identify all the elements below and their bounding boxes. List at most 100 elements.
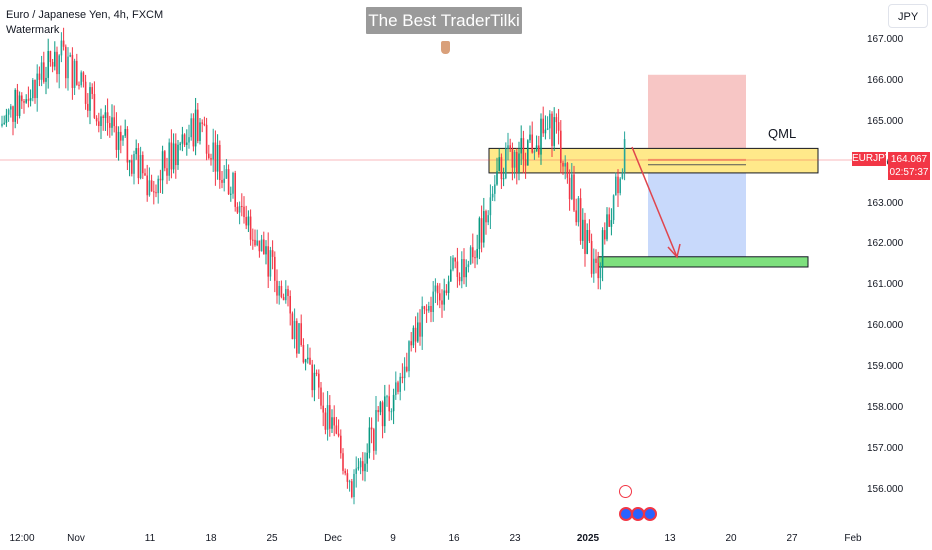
dividend-event-icon[interactable] (619, 485, 632, 498)
candle-body (392, 394, 395, 412)
candle-body (615, 176, 617, 196)
candle-body (566, 163, 569, 178)
chart-plot-area[interactable] (0, 0, 860, 530)
candle-body (93, 93, 96, 118)
candle-body (491, 193, 494, 198)
candle-body (139, 154, 142, 179)
candle-body (351, 481, 353, 498)
price-tick: 167.000 (867, 34, 904, 45)
candle-body (115, 126, 118, 150)
candle-body (289, 296, 291, 314)
candle-body (575, 210, 577, 223)
time-tick: 23 (509, 533, 521, 544)
candle-body (450, 269, 452, 282)
candle-body (494, 184, 496, 194)
candle-body (410, 341, 412, 346)
candle-body (155, 192, 157, 194)
candle-body (584, 219, 586, 254)
candle-body (181, 134, 184, 144)
candle-body (212, 142, 214, 160)
candle-body (408, 341, 410, 372)
candle-body (485, 211, 487, 223)
candle-body (353, 473, 355, 498)
candle-body (203, 123, 206, 125)
candle-body (95, 117, 98, 122)
candle-body (568, 177, 571, 200)
candle-body (113, 117, 115, 127)
candle-body (562, 162, 564, 167)
candle-body (5, 114, 8, 123)
candle-body (10, 106, 12, 110)
candle-body (291, 313, 294, 340)
candle-body (225, 169, 228, 179)
candle-body (106, 112, 109, 124)
candle-body (555, 117, 558, 123)
candle-body (122, 135, 124, 141)
candle-body (436, 285, 439, 294)
candle-body (331, 417, 333, 429)
candle-body (540, 118, 542, 155)
candle-body (161, 151, 164, 181)
candle-body (298, 323, 300, 354)
candle-body (553, 117, 555, 146)
candle-body (124, 129, 126, 136)
candle-body (307, 357, 309, 360)
candle-body (311, 364, 313, 391)
take-profit-zone (648, 164, 746, 267)
split-event-icon[interactable] (643, 507, 657, 521)
candle-body (560, 130, 562, 163)
candle-body (36, 73, 38, 99)
candle-body (518, 153, 520, 173)
time-tick: Dec (324, 533, 342, 544)
candle-body (205, 124, 208, 154)
candle-body (111, 117, 113, 128)
candle-body (188, 137, 190, 143)
candle-body (432, 291, 434, 312)
candle-body (302, 345, 305, 363)
candle-body (245, 217, 247, 226)
price-tick: 165.000 (867, 116, 904, 127)
candle-body (412, 327, 415, 346)
candle-body (49, 51, 52, 63)
stop-loss-zone (648, 74, 746, 159)
candle-body (265, 246, 267, 255)
candle-body (340, 435, 342, 454)
candle-body (16, 89, 19, 116)
candle-body (414, 327, 417, 342)
candle-body (509, 145, 511, 149)
candle-body (542, 118, 544, 134)
price-tick: 158.000 (867, 402, 904, 413)
candle-body (223, 178, 225, 183)
candle-body (135, 148, 137, 155)
candle-body (247, 216, 250, 226)
candle-body (7, 109, 10, 115)
time-tick: 9 (390, 533, 396, 544)
currency-button[interactable]: JPY (888, 4, 928, 28)
candle-body (120, 131, 122, 141)
symbol-badge: EURJPY (852, 152, 892, 166)
candle-body (606, 214, 608, 240)
candle-body (89, 87, 91, 111)
candle-body (1, 123, 3, 126)
candle-body (529, 134, 531, 141)
bar-countdown: 02:57:37 (889, 167, 929, 178)
candle-body (434, 285, 437, 292)
candle-body (201, 122, 203, 124)
candle-body (260, 239, 263, 252)
candle-body (516, 151, 518, 173)
candle-body (439, 293, 441, 301)
candle-body (137, 148, 140, 179)
candle-body (69, 54, 71, 57)
candle-body (179, 143, 181, 145)
candle-body (192, 118, 195, 147)
symbol-title[interactable]: Euro / Japanese Yen, 4h, FXCM (6, 9, 164, 21)
candle-body (557, 122, 560, 131)
target-zone (597, 256, 809, 268)
candle-body (593, 258, 595, 274)
candle-body (280, 285, 283, 298)
qml-label[interactable]: QML (768, 126, 797, 141)
candle-body (21, 95, 23, 102)
candle-body (190, 118, 192, 138)
medal-icon (441, 41, 450, 54)
candle-body (489, 197, 492, 216)
